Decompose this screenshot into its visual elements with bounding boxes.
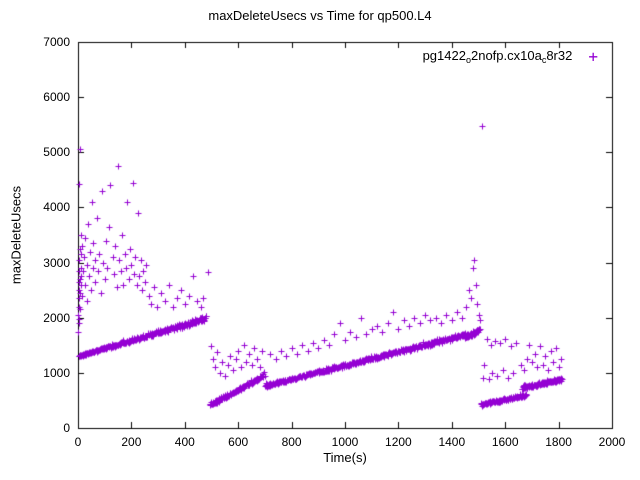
- x-tick-label: 200: [121, 435, 142, 449]
- x-tick-label: 0: [74, 435, 82, 449]
- legend-series-label: pg1422o2nofp.cx10ac8r32: [423, 48, 573, 65]
- x-axis-label: Time(s): [323, 450, 367, 465]
- legend-label-text: pg1422: [422, 48, 466, 63]
- x-tick-label: 600: [228, 435, 249, 449]
- x-tick-label: 800: [281, 435, 302, 449]
- x-tick-label: 1800: [545, 435, 572, 449]
- legend-label-text: 8r32: [546, 48, 573, 63]
- legend-label-subscript: o: [465, 55, 471, 65]
- x-tick-label: 400: [174, 435, 195, 449]
- legend-plus-marker-icon: +: [588, 46, 598, 66]
- y-tick-label: 5000: [43, 145, 70, 160]
- legend: pg1422o2nofp.cx10ac8r32 +: [423, 48, 598, 65]
- x-tick-label: 1400: [438, 435, 466, 449]
- y-tick-label: 2000: [43, 310, 70, 325]
- chart-title: maxDeleteUsecs vs Time for qp500.L4: [208, 8, 432, 23]
- y-tick-label: 7000: [43, 35, 70, 49]
- legend-label-subscript: c: [541, 55, 547, 65]
- x-tick-label: 1600: [491, 435, 519, 449]
- legend-label-text: 2nofp.cx10a: [470, 48, 542, 63]
- y-axis-label: maxDeleteUsecs: [8, 185, 24, 285]
- x-tick-label: 1200: [385, 435, 412, 449]
- y-tick-label: 6000: [43, 90, 70, 105]
- y-tick-label: 3000: [43, 255, 70, 270]
- x-tick-label: 2000: [598, 435, 626, 449]
- y-tick-label: 4000: [43, 200, 70, 215]
- y-tick-label: 1000: [43, 365, 70, 380]
- x-tick-label: 1000: [331, 435, 359, 449]
- y-tick-label: 0: [63, 421, 70, 435]
